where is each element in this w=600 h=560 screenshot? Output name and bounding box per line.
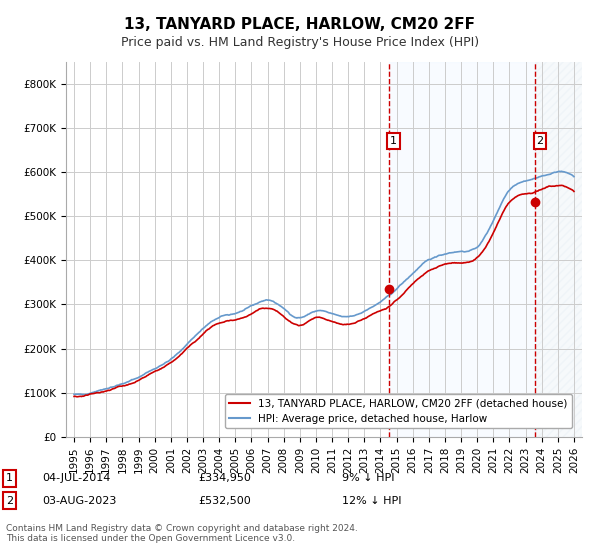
Text: 2: 2 [536,136,544,146]
Text: £334,950: £334,950 [198,473,251,483]
Text: 12% ↓ HPI: 12% ↓ HPI [342,496,401,506]
Text: 13, TANYARD PLACE, HARLOW, CM20 2FF: 13, TANYARD PLACE, HARLOW, CM20 2FF [125,17,476,32]
Bar [535,62,582,437]
Text: 1: 1 [390,136,397,146]
Text: Price paid vs. HM Land Registry's House Price Index (HPI): Price paid vs. HM Land Registry's House … [121,36,479,49]
Text: 1: 1 [6,473,13,483]
Text: 9% ↓ HPI: 9% ↓ HPI [342,473,395,483]
Text: 04-JUL-2014: 04-JUL-2014 [42,473,110,483]
Text: 03-AUG-2023: 03-AUG-2023 [42,496,116,506]
Text: 2: 2 [6,496,13,506]
Bar [389,62,535,437]
Text: Contains HM Land Registry data © Crown copyright and database right 2024.
This d: Contains HM Land Registry data © Crown c… [6,524,358,543]
Text: £532,500: £532,500 [198,496,251,506]
Legend: 13, TANYARD PLACE, HARLOW, CM20 2FF (detached house), HPI: Average price, detach: 13, TANYARD PLACE, HARLOW, CM20 2FF (det… [225,394,572,428]
